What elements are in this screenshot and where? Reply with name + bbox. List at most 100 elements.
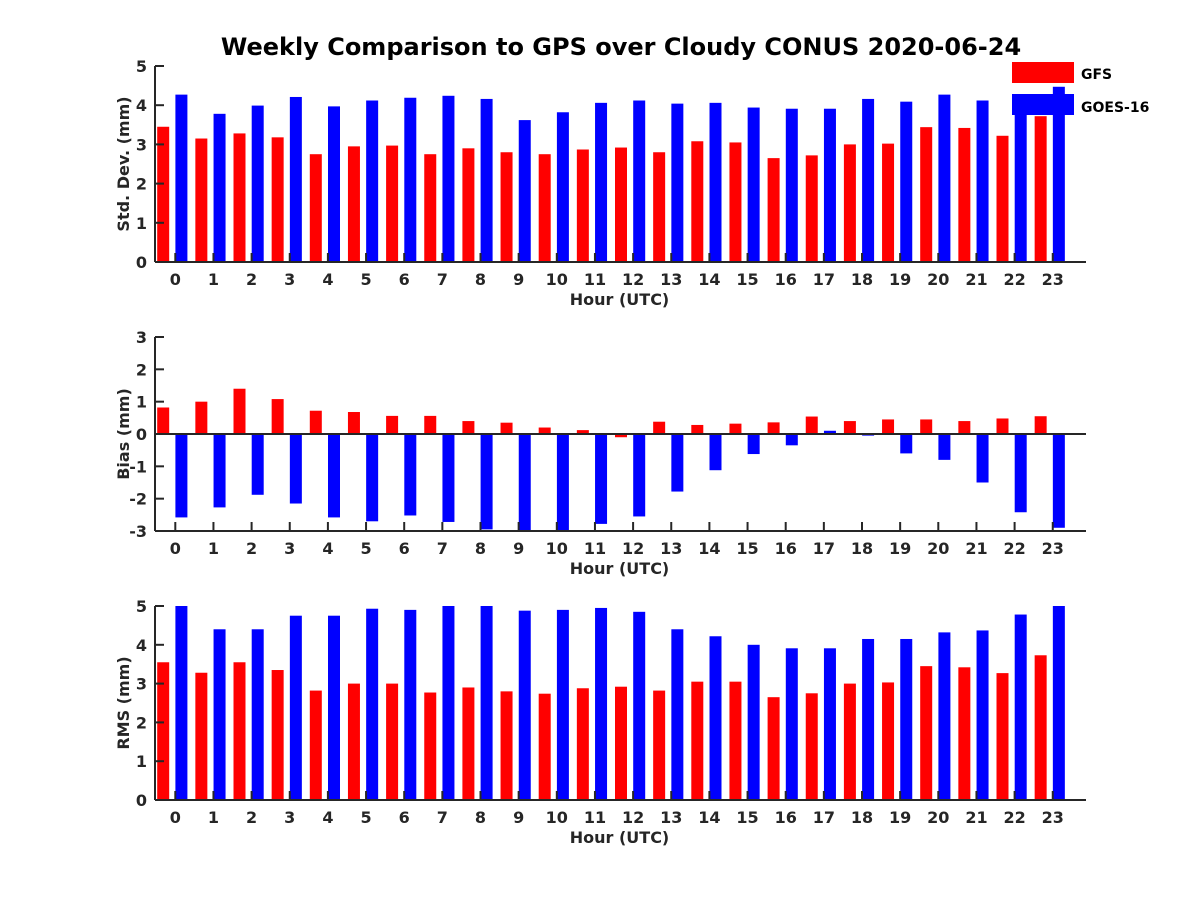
bar-goes16-10 bbox=[556, 609, 569, 800]
bar-goes16-21 bbox=[976, 100, 989, 262]
bar-goes16-20 bbox=[938, 94, 951, 263]
bar-gfs-6 bbox=[386, 145, 399, 262]
x-tick-label: 22 bbox=[1003, 539, 1025, 558]
bar-gfs-19 bbox=[882, 143, 895, 262]
bar-gfs-9 bbox=[500, 152, 513, 262]
bar-goes16-13 bbox=[671, 629, 684, 800]
y-tick-label: 3 bbox=[136, 328, 147, 347]
bar-gfs-1 bbox=[195, 138, 208, 262]
y-tick-label: 0 bbox=[136, 253, 147, 272]
x-tick-label: 22 bbox=[1003, 270, 1025, 289]
x-tick-label: 13 bbox=[660, 539, 682, 558]
x-tick-label: 15 bbox=[736, 539, 758, 558]
x-tick-label: 10 bbox=[546, 539, 568, 558]
bar-goes16-16 bbox=[785, 434, 798, 446]
bar-goes16-13 bbox=[671, 434, 684, 492]
bar-goes16-19 bbox=[900, 434, 913, 454]
bar-goes16-10 bbox=[556, 434, 569, 531]
x-tick-label: 15 bbox=[736, 270, 758, 289]
y-tick-label: 5 bbox=[136, 597, 147, 616]
legend-label-gfs: GFS bbox=[1081, 67, 1112, 83]
x-tick-label: 14 bbox=[698, 808, 720, 827]
x-tick-label: 23 bbox=[1042, 808, 1064, 827]
bar-gfs-10 bbox=[538, 693, 551, 800]
bar-gfs-8 bbox=[462, 421, 475, 434]
x-tick-label: 8 bbox=[475, 539, 486, 558]
x-tick-label: 15 bbox=[736, 808, 758, 827]
bar-goes16-11 bbox=[595, 102, 608, 262]
x-tick-label: 21 bbox=[965, 808, 987, 827]
x-axis-label: Hour (UTC) bbox=[570, 290, 670, 309]
bar-goes16-14 bbox=[709, 102, 722, 262]
bar-gfs-8 bbox=[462, 687, 475, 800]
bar-gfs-20 bbox=[920, 666, 933, 800]
x-tick-label: 3 bbox=[284, 539, 295, 558]
x-tick-label: 22 bbox=[1003, 808, 1025, 827]
bar-gfs-4 bbox=[309, 410, 322, 434]
bar-goes16-7 bbox=[442, 606, 455, 800]
x-tick-label: 8 bbox=[475, 808, 486, 827]
bar-gfs-20 bbox=[920, 127, 933, 263]
bar-goes16-8 bbox=[480, 98, 493, 263]
y-axis-label: Std. Dev. (mm) bbox=[114, 96, 133, 231]
x-tick-label: 16 bbox=[775, 808, 797, 827]
x-tick-label: 5 bbox=[360, 270, 371, 289]
bar-gfs-21 bbox=[958, 127, 971, 262]
bar-gfs-8 bbox=[462, 148, 475, 262]
bar-goes16-4 bbox=[328, 106, 340, 262]
x-tick-label: 23 bbox=[1042, 270, 1064, 289]
x-tick-label: 7 bbox=[437, 808, 448, 827]
bar-gfs-7 bbox=[424, 154, 437, 262]
bar-gfs-15 bbox=[729, 142, 742, 262]
y-axis-label: Bias (mm) bbox=[114, 388, 133, 480]
y-tick-label: 3 bbox=[136, 675, 147, 694]
bar-gfs-13 bbox=[653, 421, 666, 434]
bar-gfs-12 bbox=[615, 147, 627, 262]
bar-gfs-21 bbox=[958, 667, 971, 800]
x-tick-label: 19 bbox=[889, 270, 911, 289]
bar-goes16-18 bbox=[862, 98, 875, 263]
bar-gfs-10 bbox=[538, 154, 551, 262]
bar-gfs-3 bbox=[271, 399, 284, 434]
bar-gfs-6 bbox=[386, 415, 399, 434]
bar-gfs-11 bbox=[576, 688, 589, 800]
x-tick-label: 16 bbox=[775, 270, 797, 289]
bar-goes16-17 bbox=[823, 648, 836, 800]
bar-goes16-23 bbox=[1052, 606, 1065, 800]
bar-goes16-12 bbox=[633, 100, 646, 262]
bar-gfs-19 bbox=[882, 419, 895, 434]
bar-goes16-14 bbox=[709, 636, 722, 800]
bar-goes16-13 bbox=[671, 103, 684, 262]
x-tick-label: 17 bbox=[813, 539, 835, 558]
bar-gfs-13 bbox=[653, 690, 666, 800]
x-tick-label: 4 bbox=[322, 270, 333, 289]
bar-gfs-15 bbox=[729, 681, 742, 800]
x-tick-label: 11 bbox=[584, 270, 606, 289]
bar-gfs-12 bbox=[615, 434, 627, 438]
bar-gfs-2 bbox=[233, 388, 246, 434]
x-tick-label: 3 bbox=[284, 270, 295, 289]
bar-gfs-18 bbox=[843, 144, 856, 262]
bar-gfs-11 bbox=[576, 430, 589, 434]
x-tick-label: 5 bbox=[360, 808, 371, 827]
y-tick-label: 4 bbox=[136, 96, 147, 115]
bar-goes16-14 bbox=[709, 434, 722, 471]
bar-goes16-20 bbox=[938, 632, 951, 800]
x-tick-label: 12 bbox=[622, 270, 644, 289]
x-tick-label: 3 bbox=[284, 808, 295, 827]
bar-goes16-9 bbox=[518, 610, 531, 800]
legend-swatch-goes16 bbox=[1012, 94, 1074, 115]
y-tick-label: 2 bbox=[136, 713, 147, 732]
bar-gfs-0 bbox=[157, 126, 170, 262]
bar-gfs-16 bbox=[767, 697, 780, 800]
bar-goes16-4 bbox=[328, 615, 340, 800]
y-tick-label: 5 bbox=[136, 57, 147, 76]
bar-gfs-11 bbox=[576, 149, 589, 262]
y-tick-label: -2 bbox=[129, 490, 147, 509]
bar-goes16-5 bbox=[366, 100, 379, 262]
bar-goes16-23 bbox=[1052, 86, 1065, 262]
x-tick-label: 4 bbox=[322, 808, 333, 827]
y-tick-label: 1 bbox=[136, 393, 147, 412]
x-tick-label: 12 bbox=[622, 539, 644, 558]
bar-goes16-11 bbox=[595, 434, 608, 524]
